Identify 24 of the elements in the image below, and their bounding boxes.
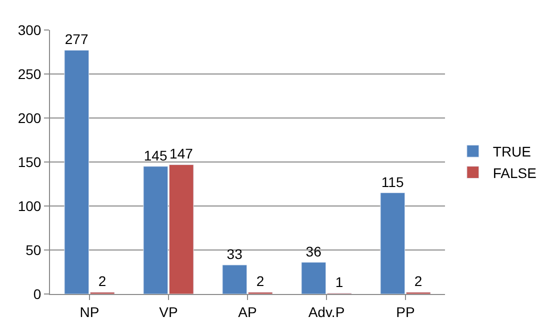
y-tick-label: 300 bbox=[18, 22, 42, 38]
y-tick-label: 50 bbox=[26, 242, 42, 258]
x-tick-label: NP bbox=[80, 304, 100, 320]
data-label: 277 bbox=[64, 31, 88, 48]
y-tick-label: 150 bbox=[18, 154, 42, 170]
x-tick-label: Adv.P bbox=[308, 304, 345, 320]
data-label: 2 bbox=[98, 273, 106, 290]
data-label: 2 bbox=[256, 273, 264, 290]
data-label: 1 bbox=[335, 274, 344, 290]
data-label: 147 bbox=[170, 146, 194, 162]
legend-label: FALSE bbox=[492, 164, 536, 181]
y-tick-label: 100 bbox=[18, 198, 42, 214]
x-tick-label: AP bbox=[238, 304, 257, 320]
y-tick-label: 250 bbox=[18, 66, 42, 82]
x-tick-label: PP bbox=[396, 304, 415, 320]
y-tick-label: 0 bbox=[33, 286, 42, 302]
data-label: 115 bbox=[381, 174, 404, 190]
data-label: 36 bbox=[306, 243, 322, 260]
y-tick-label: 200 bbox=[18, 110, 42, 126]
legend-label: TRUE bbox=[492, 144, 532, 160]
data-label: 145 bbox=[144, 147, 168, 164]
x-tick-label: VP bbox=[159, 304, 178, 320]
data-label: 2 bbox=[414, 273, 422, 290]
data-label: 33 bbox=[226, 246, 243, 262]
